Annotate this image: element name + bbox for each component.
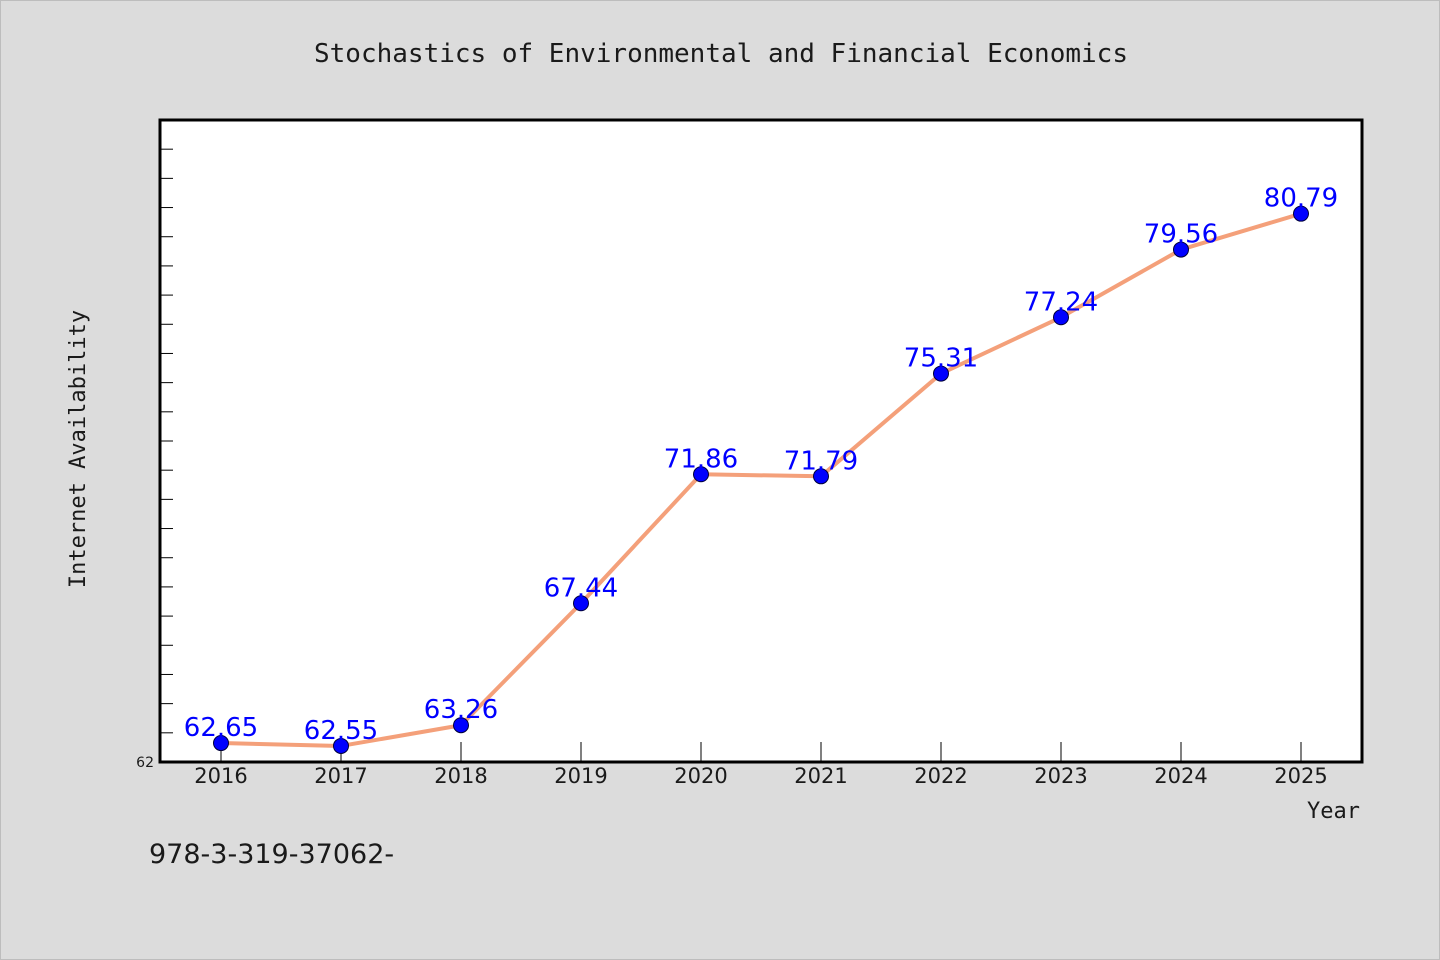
y-tick-label: 62 bbox=[136, 755, 154, 771]
data-label: 63.26 bbox=[424, 695, 498, 725]
x-tick-label: 2019 bbox=[554, 764, 607, 788]
x-axis-tick-labels: 2016 2017 2018 2019 2020 2021 2022 2023 2024 2025 bbox=[194, 764, 1327, 788]
data-point-marker bbox=[813, 468, 829, 485]
x-tick-label: 2024 bbox=[1154, 764, 1207, 788]
series-markers bbox=[213, 205, 1309, 754]
data-point-marker bbox=[1053, 309, 1069, 326]
data-label: 75.31 bbox=[904, 344, 978, 374]
data-point-marker bbox=[933, 365, 949, 382]
y-axis-label: Internet Availability bbox=[66, 310, 91, 588]
x-tick-label: 2025 bbox=[1274, 764, 1327, 788]
x-tick-label: 2017 bbox=[314, 764, 367, 788]
data-point-marker bbox=[453, 717, 469, 734]
chart-title: Stochastics of Environmental and Financi… bbox=[314, 39, 1128, 69]
x-tick-label: 2016 bbox=[194, 764, 247, 788]
x-tick-label: 2020 bbox=[674, 764, 727, 788]
data-point-marker bbox=[1173, 241, 1189, 258]
x-tick-label: 2023 bbox=[1034, 764, 1087, 788]
data-point-marker bbox=[573, 595, 589, 612]
data-label: 80.79 bbox=[1264, 184, 1338, 214]
x-tick-label: 2018 bbox=[434, 764, 487, 788]
data-label: 71.86 bbox=[664, 444, 738, 474]
data-label: 71.79 bbox=[784, 446, 858, 476]
data-label: 79.56 bbox=[1144, 220, 1218, 250]
data-label: 77.24 bbox=[1024, 287, 1098, 317]
plot-area bbox=[158, 118, 1364, 764]
y-axis-ticks bbox=[160, 148, 173, 734]
x-axis-label: Year bbox=[1307, 799, 1360, 824]
y-axis-tick-labels: 62 bbox=[136, 755, 154, 771]
data-labels: 62.65 62.55 63.26 67.44 71.86 71.79 75.31 77.24… bbox=[184, 184, 1338, 746]
series-line bbox=[219, 211, 1303, 748]
x-axis-ticks bbox=[220, 742, 1302, 762]
x-tick-label: 2022 bbox=[914, 764, 967, 788]
data-point-marker bbox=[693, 466, 709, 483]
x-tick-label: 2021 bbox=[794, 764, 847, 788]
data-point-marker bbox=[213, 735, 229, 752]
footnote-text: 978-3-319-37062- bbox=[149, 839, 394, 870]
data-label: 62.55 bbox=[304, 716, 378, 746]
data-point-marker bbox=[1293, 205, 1309, 222]
data-point-marker bbox=[333, 737, 349, 754]
data-label: 67.44 bbox=[544, 573, 618, 603]
data-label: 62.65 bbox=[184, 713, 258, 743]
